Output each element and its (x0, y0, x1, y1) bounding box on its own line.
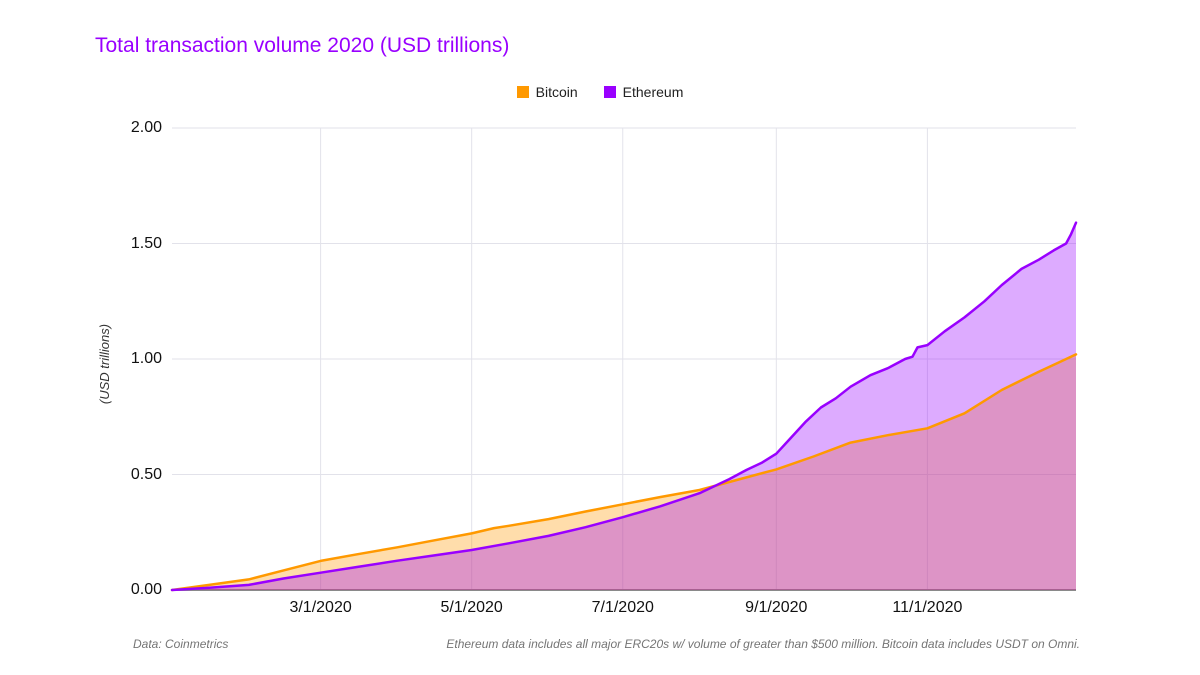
y-tick-label: 1.50 (130, 234, 162, 252)
legend-label-ethereum: Ethereum (622, 84, 684, 100)
bitcoin-swatch-icon (516, 86, 529, 98)
x-tick-label: 5/1/2020 (440, 599, 503, 616)
y-tick-label: 0.50 (130, 465, 162, 483)
legend-item-bitcoin: Bitcoin (516, 84, 578, 100)
x-tick-label: 3/1/2020 (289, 599, 352, 616)
legend-label-bitcoin: Bitcoin (535, 84, 578, 100)
y-tick-label: 0.00 (130, 581, 162, 598)
x-tick-label: 7/1/2020 (591, 599, 654, 616)
x-tick-label: 11/1/2020 (892, 599, 963, 616)
ethereum-swatch-icon (603, 86, 616, 98)
footnote-source: Data: Coinmetrics (133, 637, 229, 651)
legend-item-ethereum: Ethereum (603, 84, 684, 100)
legend: Bitcoin Ethereum (0, 84, 1200, 100)
footnote-note: Ethereum data includes all major ERC20s … (446, 637, 1080, 651)
chart-title: Total transaction volume 2020 (USD trill… (95, 34, 510, 57)
y-tick-label: 1.00 (130, 350, 162, 367)
y-tick-label: 2.00 (130, 119, 162, 136)
x-tick-label: 9/1/2020 (745, 599, 808, 616)
